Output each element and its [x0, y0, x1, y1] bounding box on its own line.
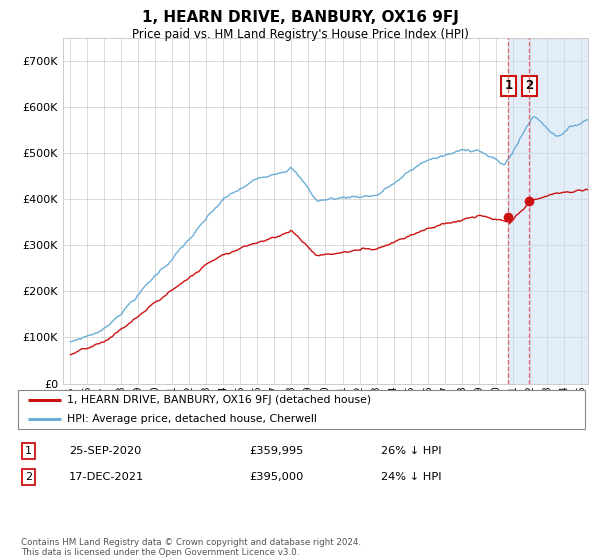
Text: 25-SEP-2020: 25-SEP-2020 [69, 446, 142, 456]
Text: 17-DEC-2021: 17-DEC-2021 [69, 472, 144, 482]
FancyBboxPatch shape [18, 390, 585, 429]
Text: 2: 2 [25, 472, 32, 482]
Text: 1, HEARN DRIVE, BANBURY, OX16 9FJ (detached house): 1, HEARN DRIVE, BANBURY, OX16 9FJ (detac… [67, 395, 371, 405]
Text: 24% ↓ HPI: 24% ↓ HPI [381, 472, 442, 482]
Text: Price paid vs. HM Land Registry's House Price Index (HPI): Price paid vs. HM Land Registry's House … [131, 28, 469, 41]
Text: 1: 1 [505, 80, 512, 92]
Text: 26% ↓ HPI: 26% ↓ HPI [381, 446, 442, 456]
Text: 2: 2 [526, 80, 533, 92]
Bar [508, 38, 588, 384]
Text: 1, HEARN DRIVE, BANBURY, OX16 9FJ: 1, HEARN DRIVE, BANBURY, OX16 9FJ [142, 10, 458, 25]
Text: Contains HM Land Registry data © Crown copyright and database right 2024.
This d: Contains HM Land Registry data © Crown c… [21, 538, 361, 557]
Text: £359,995: £359,995 [249, 446, 304, 456]
Text: 1: 1 [25, 446, 32, 456]
Text: HPI: Average price, detached house, Cherwell: HPI: Average price, detached house, Cher… [67, 414, 317, 424]
Text: £395,000: £395,000 [249, 472, 304, 482]
